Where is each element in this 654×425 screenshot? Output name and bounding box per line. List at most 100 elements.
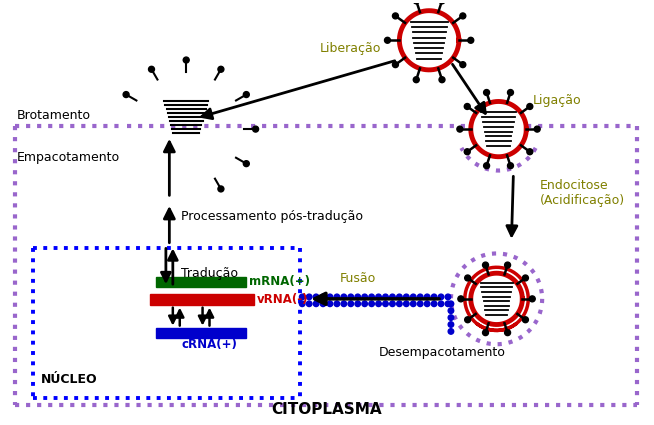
Circle shape <box>334 294 339 300</box>
Circle shape <box>483 262 489 268</box>
Text: NÚCLEO: NÚCLEO <box>41 373 97 386</box>
Circle shape <box>300 294 305 300</box>
Circle shape <box>523 317 528 323</box>
Text: CITOPLASMA: CITOPLASMA <box>271 402 383 417</box>
Circle shape <box>445 294 451 300</box>
Circle shape <box>508 90 513 96</box>
Bar <box>156 277 246 287</box>
Bar <box>150 294 254 305</box>
Circle shape <box>404 294 409 300</box>
Circle shape <box>448 308 454 314</box>
Text: Liberação: Liberação <box>320 42 381 55</box>
Circle shape <box>448 322 454 327</box>
Circle shape <box>438 294 444 300</box>
Text: Tradução: Tradução <box>181 267 238 280</box>
Circle shape <box>313 301 319 306</box>
Circle shape <box>392 13 398 19</box>
Circle shape <box>183 57 189 63</box>
Circle shape <box>396 301 402 306</box>
Circle shape <box>123 92 129 97</box>
Circle shape <box>534 126 540 132</box>
Circle shape <box>383 294 388 300</box>
Circle shape <box>376 301 381 306</box>
Circle shape <box>369 294 374 300</box>
Circle shape <box>529 296 535 302</box>
Circle shape <box>424 301 430 306</box>
Circle shape <box>252 126 258 132</box>
Circle shape <box>448 329 454 334</box>
Circle shape <box>313 294 319 300</box>
Circle shape <box>483 90 490 96</box>
Circle shape <box>348 301 354 306</box>
Text: Ligação: Ligação <box>533 94 582 108</box>
Text: Brotamento: Brotamento <box>16 109 91 122</box>
Circle shape <box>327 301 333 306</box>
Circle shape <box>445 301 451 306</box>
Text: vRNA(-): vRNA(-) <box>256 293 308 306</box>
Circle shape <box>320 301 326 306</box>
Circle shape <box>306 301 312 306</box>
Circle shape <box>306 294 312 300</box>
Circle shape <box>465 275 471 281</box>
Circle shape <box>483 330 489 336</box>
Circle shape <box>385 37 390 43</box>
Circle shape <box>460 62 466 68</box>
Circle shape <box>527 149 533 155</box>
Text: Processamento pós-tradução: Processamento pós-tradução <box>181 210 363 223</box>
Circle shape <box>218 186 224 192</box>
Text: Endocitose
(Acidificação): Endocitose (Acidificação) <box>540 179 625 207</box>
Circle shape <box>438 301 444 306</box>
Circle shape <box>465 317 471 323</box>
Circle shape <box>439 77 445 83</box>
Circle shape <box>448 315 454 320</box>
Circle shape <box>413 0 419 4</box>
Circle shape <box>320 294 326 300</box>
Circle shape <box>355 301 360 306</box>
Circle shape <box>334 301 339 306</box>
Circle shape <box>471 273 523 325</box>
Circle shape <box>458 296 464 302</box>
Bar <box>156 329 246 338</box>
Circle shape <box>457 126 463 132</box>
Circle shape <box>327 294 333 300</box>
Circle shape <box>523 275 528 281</box>
Text: cRNA(+): cRNA(+) <box>181 338 237 351</box>
Circle shape <box>468 37 473 43</box>
Text: mRNA(+): mRNA(+) <box>249 275 310 288</box>
Text: Desempacotamento: Desempacotamento <box>379 346 506 359</box>
Circle shape <box>390 294 395 300</box>
Circle shape <box>355 294 360 300</box>
Circle shape <box>218 66 224 72</box>
Circle shape <box>376 294 381 300</box>
Circle shape <box>341 301 347 306</box>
Circle shape <box>341 294 347 300</box>
Circle shape <box>404 301 409 306</box>
Circle shape <box>348 294 354 300</box>
Circle shape <box>471 102 526 157</box>
Circle shape <box>424 294 430 300</box>
Circle shape <box>390 301 395 306</box>
Circle shape <box>243 161 249 167</box>
Circle shape <box>396 294 402 300</box>
Circle shape <box>400 11 459 70</box>
Text: Empacotamento: Empacotamento <box>16 151 120 164</box>
Circle shape <box>369 301 374 306</box>
Circle shape <box>431 301 437 306</box>
Circle shape <box>508 163 513 169</box>
Circle shape <box>417 294 423 300</box>
Circle shape <box>464 149 470 155</box>
Circle shape <box>527 104 533 110</box>
Circle shape <box>413 77 419 83</box>
Circle shape <box>392 62 398 68</box>
Circle shape <box>505 262 511 268</box>
Circle shape <box>362 294 368 300</box>
Circle shape <box>383 301 388 306</box>
Circle shape <box>243 92 249 97</box>
Circle shape <box>464 104 470 110</box>
Circle shape <box>483 163 490 169</box>
Text: Fusão: Fusão <box>340 272 376 285</box>
Circle shape <box>439 0 445 4</box>
Circle shape <box>411 301 416 306</box>
Circle shape <box>505 330 511 336</box>
Circle shape <box>362 301 368 306</box>
